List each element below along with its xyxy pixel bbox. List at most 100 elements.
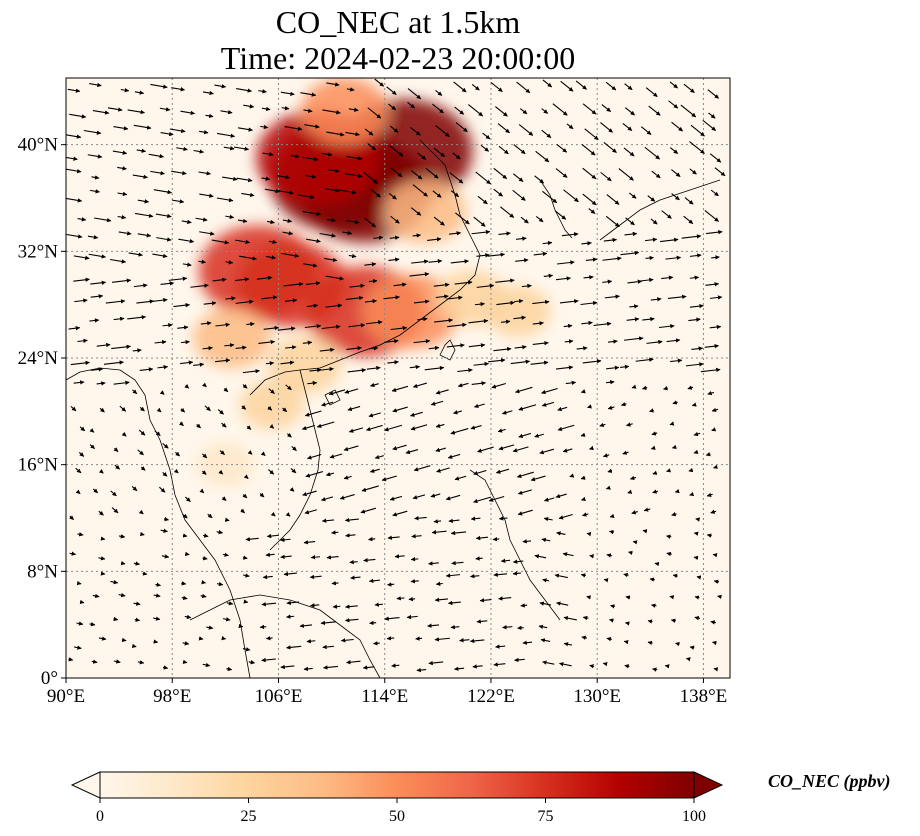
wind-arrow [566, 123, 574, 130]
wind-arrow [405, 449, 419, 455]
wind-arrow [224, 517, 230, 522]
wind-arrow [671, 512, 677, 517]
wind-arrow [103, 360, 124, 365]
wind-arrow [652, 470, 658, 475]
wind-arrow [445, 494, 461, 501]
x-tick-label: 98°E [153, 686, 191, 707]
wind-arrow [541, 387, 558, 395]
wind-arrow [69, 551, 77, 556]
wind-arrow [300, 92, 317, 97]
wind-arrow [454, 106, 465, 115]
wind-arrow [475, 535, 488, 541]
wind-arrow [515, 236, 527, 241]
co-plume-14 [239, 379, 305, 430]
wind-arrow [411, 534, 422, 539]
co-plume-15 [196, 442, 255, 487]
wind-arrow [412, 233, 421, 238]
wind-arrow [222, 617, 231, 622]
wind-arrow [94, 217, 112, 223]
wind-arrow [260, 451, 266, 457]
wind-arrow [381, 475, 397, 482]
wind-arrow [367, 143, 377, 151]
wind-arrow [348, 323, 366, 328]
wind-arrow [118, 534, 126, 539]
wind-arrow [435, 389, 449, 395]
wind-arrow [321, 324, 341, 330]
wind-arrow [694, 595, 700, 600]
wind-arrow [618, 168, 634, 181]
wind-arrow [445, 573, 461, 578]
wind-arrow [68, 657, 74, 662]
wind-arrow [482, 132, 491, 140]
colorbar-tick-label: 25 [241, 808, 257, 825]
wind-arrow [306, 303, 318, 308]
wind-arrow [342, 230, 353, 236]
wind-arrow [487, 252, 505, 257]
wind-arrow [433, 216, 445, 226]
wind-arrow [345, 604, 358, 609]
y-tick-label: 16°N [18, 455, 59, 476]
wind-arrow [384, 338, 399, 344]
wind-arrow [307, 380, 318, 386]
wind-arrow [136, 148, 147, 153]
wind-arrow [89, 82, 102, 88]
wind-arrow [609, 513, 615, 519]
wind-arrow [198, 259, 207, 264]
wind-arrow [204, 405, 211, 412]
wind-arrow [710, 189, 719, 197]
wind-arrow [450, 428, 469, 435]
wind-arrow [557, 260, 575, 265]
wind-arrow [396, 596, 405, 601]
wind-arrow [121, 637, 127, 643]
wind-arrow [150, 170, 165, 176]
wind-arrow [712, 640, 717, 646]
wind-arrow [544, 497, 555, 502]
wind-arrow [627, 489, 633, 494]
wind-arrow [325, 303, 343, 308]
wind-arrow [392, 406, 408, 413]
wind-arrow [267, 405, 273, 411]
wind-arrow [388, 103, 397, 111]
wind-arrow [624, 231, 638, 237]
wind-arrow [202, 556, 208, 561]
wind-arrow [121, 431, 127, 437]
wind-arrow [623, 572, 629, 578]
wind-arrow [363, 558, 376, 563]
wind-arrow [409, 364, 421, 370]
wind-arrow [501, 410, 513, 415]
wind-arrow [199, 488, 205, 494]
wind-arrow [241, 405, 247, 410]
wind-arrow [435, 125, 450, 138]
wind-arrow [98, 510, 104, 516]
wind-arrow [322, 109, 341, 115]
wind-arrow [649, 408, 654, 413]
wind-arrow [195, 217, 208, 222]
wind-arrow [66, 233, 83, 239]
wind-arrow [535, 215, 544, 223]
wind-arrow [709, 153, 722, 163]
wind-arrow [712, 553, 718, 558]
wind-arrow [193, 362, 205, 367]
wind-arrow [603, 453, 610, 458]
wind-arrow [200, 321, 212, 326]
wind-arrow [582, 167, 597, 180]
wind-arrow [707, 89, 719, 99]
wind-arrow [389, 235, 400, 240]
wind-arrow [281, 105, 290, 111]
wind-arrow [522, 539, 532, 544]
wind-arrow [554, 573, 568, 579]
wind-arrow [233, 146, 249, 151]
wind-arrow [631, 384, 637, 389]
wind-arrow [137, 233, 152, 238]
wind-arrow [587, 404, 592, 409]
wind-arrow [446, 295, 463, 300]
wind-arrow [327, 168, 340, 174]
wind-arrow [303, 540, 316, 545]
wind-arrow [540, 638, 551, 643]
wind-arrow [717, 594, 722, 600]
wind-arrow [498, 596, 512, 601]
wind-arrow [76, 580, 82, 586]
wind-arrow [247, 450, 253, 455]
wind-arrow [241, 192, 255, 198]
y-axis: 0° 8°N 16°N 24°N 32°N 40°N [18, 135, 66, 689]
